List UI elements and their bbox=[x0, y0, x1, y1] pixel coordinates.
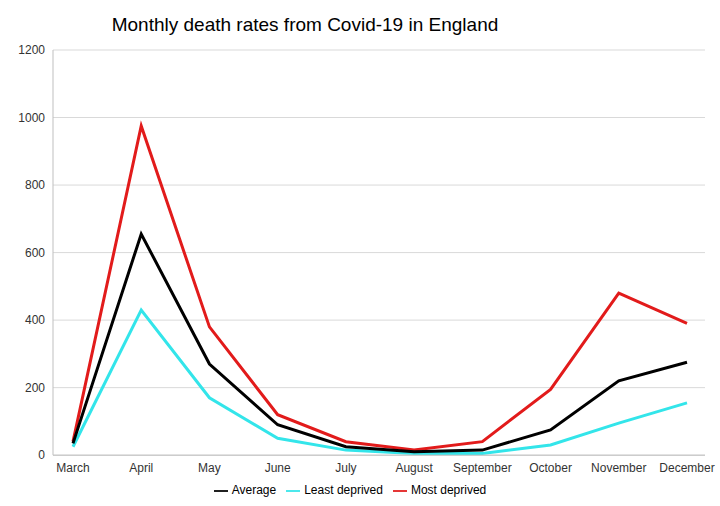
svg-text:May: May bbox=[198, 461, 221, 475]
svg-text:September: September bbox=[453, 461, 512, 475]
svg-text:1000: 1000 bbox=[18, 111, 45, 125]
svg-text:April: April bbox=[129, 461, 153, 475]
svg-text:March: March bbox=[56, 461, 89, 475]
svg-text:July: July bbox=[335, 461, 356, 475]
svg-text:400: 400 bbox=[25, 313, 45, 327]
svg-text:August: August bbox=[395, 461, 433, 475]
svg-text:600: 600 bbox=[25, 246, 45, 260]
svg-text:200: 200 bbox=[25, 381, 45, 395]
html-text:Monthly death rates from Covid: Monthly death rates from Covid-19 in Eng… bbox=[111, 14, 499, 35]
svg-text:1200: 1200 bbox=[18, 43, 45, 57]
html-text:Least deprived: Least deprived bbox=[304, 483, 383, 498]
html-text:Most deprived: Most deprived bbox=[410, 483, 487, 498]
svg-text:0: 0 bbox=[38, 448, 45, 462]
html-text:Average: Average bbox=[231, 483, 277, 498]
svg-text:June: June bbox=[265, 461, 291, 475]
svg-text:October: October bbox=[529, 461, 572, 475]
svg-text:November: November bbox=[591, 461, 646, 475]
svg-text:800: 800 bbox=[25, 178, 45, 192]
svg-text:December: December bbox=[659, 461, 712, 475]
